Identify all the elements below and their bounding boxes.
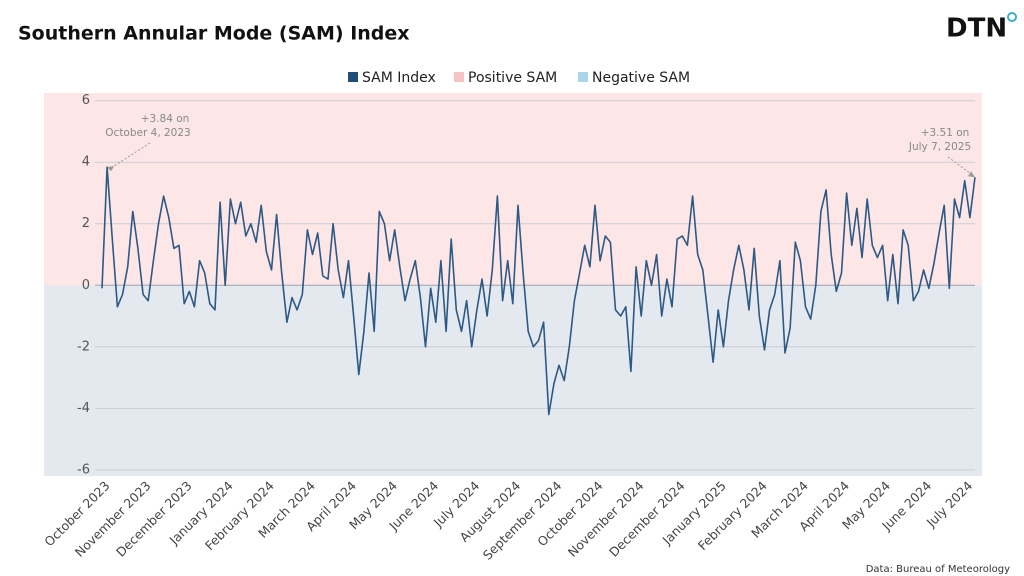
- y-tick-label: 2: [82, 216, 90, 231]
- y-tick-label: 6: [82, 93, 90, 108]
- sam-line: [101, 166, 976, 416]
- y-tick-label: 4: [82, 155, 90, 170]
- chart-title: Southern Annular Mode (SAM) Index: [18, 23, 410, 45]
- legend-swatch: [578, 72, 588, 82]
- annotation: October 4, 2023: [105, 127, 190, 139]
- y-tick-label: -4: [77, 401, 90, 416]
- arrow-head: [107, 166, 115, 172]
- x-tick-label: December 2024: [606, 478, 688, 560]
- legend-label: SAM Index: [362, 70, 436, 86]
- arrow-head: [968, 171, 975, 178]
- annotation: July 7, 2025: [908, 141, 971, 153]
- legend-swatch: [454, 72, 464, 82]
- logo-dot: [1007, 12, 1017, 22]
- x-tick-label: November 2023: [72, 478, 154, 560]
- y-tick-label: -2: [77, 339, 90, 354]
- y-tick-label: 0: [82, 278, 90, 293]
- positive-band: [44, 93, 982, 286]
- source: Data: Bureau of Meteorology: [866, 564, 1010, 575]
- annotation-arrow: [947, 156, 974, 176]
- legend-label: Negative SAM: [592, 70, 690, 86]
- annotation: +3.51 on: [921, 127, 970, 139]
- x-tick-label: November 2024: [565, 478, 647, 560]
- legend-label: Positive SAM: [468, 70, 557, 86]
- y-tick-label: -6: [77, 462, 90, 477]
- negative-band: [44, 285, 982, 476]
- logo: DTN: [946, 14, 1007, 44]
- x-tick-label: December 2023: [113, 478, 195, 560]
- annotation-arrow: [108, 142, 151, 170]
- legend-swatch: [348, 72, 358, 82]
- annotation: +3.84 on: [141, 113, 190, 125]
